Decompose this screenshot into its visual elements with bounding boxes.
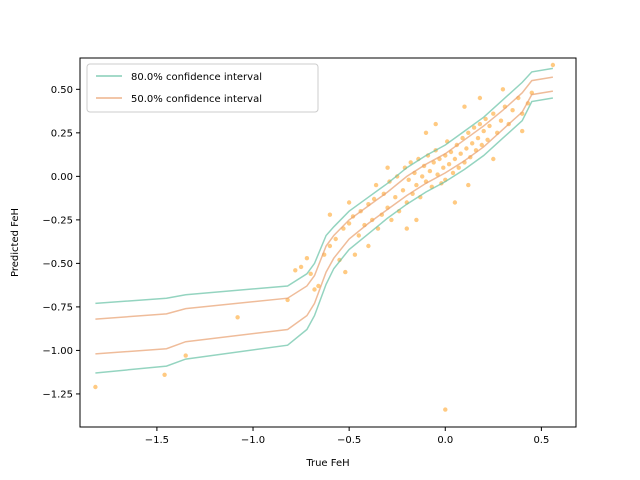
data-point-5 xyxy=(293,268,298,273)
data-point-64 xyxy=(452,156,458,162)
data-point-95 xyxy=(452,200,458,205)
data-point-104 xyxy=(500,87,506,92)
band-50-upper-line xyxy=(95,76,554,320)
data-point-1 xyxy=(162,372,167,377)
data-point-102 xyxy=(404,226,409,231)
x-tick-label: 0.0 xyxy=(437,435,453,446)
data-point-61 xyxy=(446,162,452,167)
data-point-33 xyxy=(393,195,398,200)
y-tick-label: −0.50 xyxy=(42,259,73,270)
data-point-76 xyxy=(475,135,481,141)
data-point-109 xyxy=(477,95,483,101)
y-tick-label: −1.00 xyxy=(42,346,73,357)
data-point-73 xyxy=(470,141,475,146)
y-tick-label: 0.50 xyxy=(51,85,73,96)
data-point-20 xyxy=(356,233,361,238)
data-point-43 xyxy=(414,182,419,188)
data-point-100 xyxy=(443,407,448,412)
data-point-93 xyxy=(550,62,556,68)
data-point-39 xyxy=(406,177,411,182)
data-point-67 xyxy=(458,151,463,156)
data-point-103 xyxy=(491,156,496,162)
data-point-88 xyxy=(510,108,515,113)
data-point-26 xyxy=(373,182,379,188)
y-tick-label: −0.25 xyxy=(42,215,73,226)
data-point-94 xyxy=(433,121,438,127)
data-point-13 xyxy=(333,236,338,242)
data-point-17 xyxy=(346,200,352,205)
y-tick-label: 0.00 xyxy=(51,172,73,183)
x-tick-label: −1.0 xyxy=(241,435,265,446)
data-point-105 xyxy=(327,212,333,217)
data-point-0 xyxy=(93,384,98,390)
data-point-96 xyxy=(423,130,429,135)
axes-border xyxy=(79,57,577,428)
data-point-8 xyxy=(308,271,313,276)
data-point-71 xyxy=(466,130,471,135)
x-tick-label: 0.5 xyxy=(533,435,549,446)
data-point-63 xyxy=(450,170,456,176)
data-point-98 xyxy=(366,243,371,249)
data-point-57 xyxy=(441,165,446,170)
data-point-81 xyxy=(485,137,490,142)
data-point-82 xyxy=(487,123,492,129)
data-point-46 xyxy=(420,174,425,179)
y-tick-label: 0.25 xyxy=(51,128,73,139)
data-point-78 xyxy=(479,142,484,148)
data-point-36 xyxy=(400,188,406,193)
data-point-77 xyxy=(477,121,483,127)
data-point-12 xyxy=(327,243,333,249)
data-point-107 xyxy=(520,128,525,134)
data-point-74 xyxy=(471,125,477,130)
data-point-40 xyxy=(408,160,413,165)
data-point-97 xyxy=(466,182,471,188)
y-axis: −1.25 −1.00 −0.75 −0.50 −0.25 0.00 0.25 0.50 xyxy=(42,85,80,400)
data-point-101 xyxy=(462,104,467,109)
legend-label-80: 80.0% confidence interval xyxy=(131,72,262,83)
data-point-7 xyxy=(304,256,310,261)
legend-label-50: 50.0% confidence interval xyxy=(131,94,262,105)
x-axis-label: True FeH xyxy=(305,458,349,469)
data-point-6 xyxy=(298,264,304,270)
band-80-lower-line xyxy=(95,97,554,374)
data-point-106 xyxy=(343,269,348,275)
data-point-79 xyxy=(481,128,486,134)
data-point-32 xyxy=(389,217,394,223)
y-axis-label: Predicted FeH xyxy=(10,208,21,277)
data-point-3 xyxy=(235,315,240,320)
data-point-80 xyxy=(483,116,488,122)
plot-area xyxy=(93,62,556,412)
data-point-50 xyxy=(427,168,433,174)
data-point-9 xyxy=(312,287,317,292)
data-point-16 xyxy=(346,221,352,226)
data-point-83 xyxy=(491,111,496,116)
data-point-2 xyxy=(183,353,188,358)
band-80-upper-line xyxy=(95,67,554,305)
data-point-10 xyxy=(316,283,321,289)
legend-box xyxy=(86,63,319,113)
data-point-68 xyxy=(460,135,465,141)
data-point-66 xyxy=(456,165,461,170)
legend: 80.0% confidence interval 50.0% confiden… xyxy=(86,63,319,113)
y-tick-label: −1.25 xyxy=(42,389,73,400)
data-point-85 xyxy=(498,118,504,123)
x-tick-label: −0.5 xyxy=(337,435,361,446)
data-point-99 xyxy=(385,165,390,170)
x-axis: −1.5 −1.0 −0.5 0.0 0.5 xyxy=(145,427,549,446)
x-tick-label: −1.5 xyxy=(145,435,169,446)
axes-frame xyxy=(79,57,577,428)
data-point-70 xyxy=(464,146,469,151)
y-tick-label: −0.75 xyxy=(42,302,73,313)
data-point-108 xyxy=(414,217,419,223)
band-50-lower-line xyxy=(95,90,554,355)
data-point-19 xyxy=(352,252,358,257)
